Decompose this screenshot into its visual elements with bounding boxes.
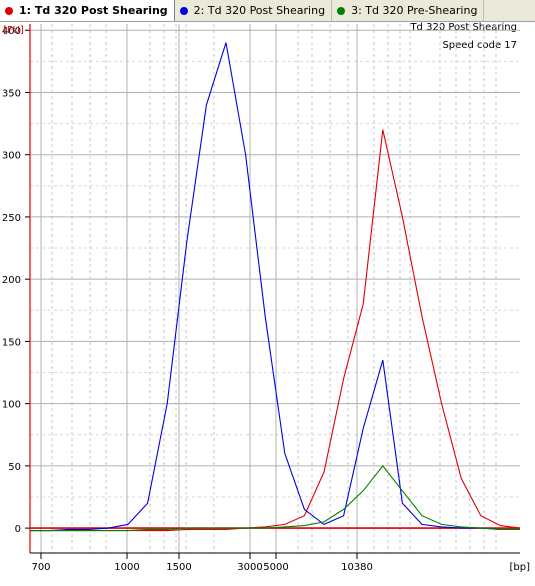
sample-2-color-icon [179, 6, 188, 15]
tab-sample-3-label: 3: Td 320 Pre-Shearing [351, 4, 478, 17]
y-tick-label: 50 [8, 462, 21, 473]
sample-1-color-icon [5, 6, 13, 15]
sample-name-label: Td 320 Post Shearing [410, 22, 517, 33]
x-tick-label: 1000 [114, 562, 139, 573]
tab-sample-1[interactable]: 1: Td 320 Post Shearing [0, 0, 175, 21]
series-2-line [30, 42, 520, 532]
sample-3-color-icon [337, 6, 346, 15]
x-tick-label: 5000 [263, 562, 288, 573]
y-tick-label: 400 [2, 26, 21, 37]
tab-sample-3[interactable]: 3: Td 320 Pre-Shearing [332, 0, 485, 21]
y-tick-label: 300 [2, 151, 21, 162]
tab-sample-1-label: 1: Td 320 Post Shearing [19, 4, 168, 17]
tab-sample-2-label: 2: Td 320 Post Shearing [193, 4, 326, 17]
x-tick-label: 1500 [166, 562, 191, 573]
y-tick-label: 200 [2, 275, 21, 286]
y-axis-label: [FU] [3, 25, 24, 36]
x-tick-label: 3000 [237, 562, 262, 573]
y-tick-label: 350 [2, 88, 21, 99]
y-tick-label: 100 [2, 400, 21, 411]
y-tick-label: 150 [2, 337, 21, 348]
x-axis-label: [bp] [510, 562, 531, 573]
electropherogram-chart[interactable]: 700 1000 1500 3000 5000 10380 0 50 100 150 200 250 3… [0, 22, 535, 586]
y-tick-label: 0 [15, 524, 21, 535]
series-1-line [30, 129, 521, 532]
series-3-line [30, 465, 520, 532]
y-tick-label: 250 [2, 213, 21, 224]
x-tick-label: 10380 [341, 562, 373, 573]
x-tick-label: 700 [31, 562, 50, 573]
speed-code-label: Speed code 17 [442, 40, 517, 51]
tab-sample-2[interactable]: 2: Td 320 Post Shearing [175, 0, 333, 21]
tab-bar: 1: Td 320 Post Shearing 2: Td 320 Post S… [0, 0, 535, 22]
